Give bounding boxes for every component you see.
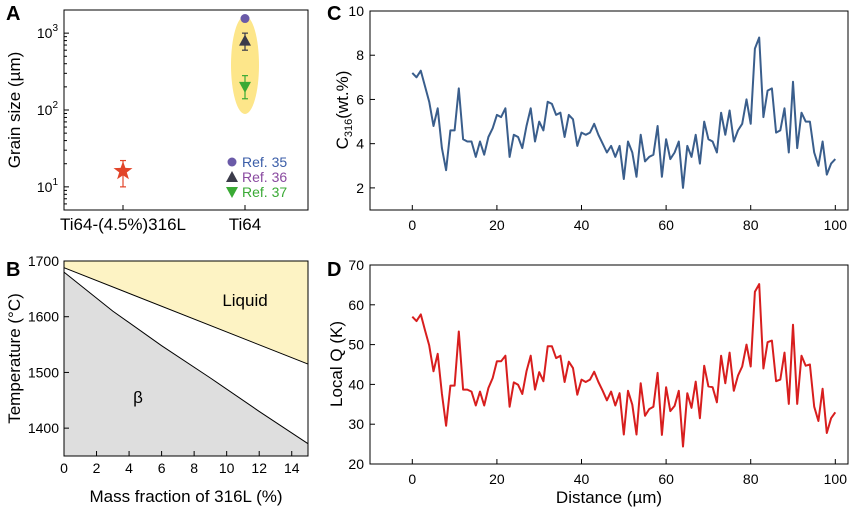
- data-point-triangle-up: [239, 34, 251, 46]
- highlight-ellipse: [231, 16, 259, 114]
- x-tick-label: 0: [408, 471, 416, 487]
- data-series-line: [411, 36, 837, 189]
- x-tick-label: 8: [190, 460, 198, 476]
- panel-a-grain-size-chart: A 101 102 103 Ti64-(4.5%)316L Ti64 Grain size…: [5, 3, 309, 234]
- y-tick-label: 1700: [28, 253, 59, 269]
- y-tick-label: 102: [37, 100, 59, 118]
- axes-frame: [63, 260, 309, 457]
- y-tick-label: 4: [356, 136, 364, 152]
- panel-label-a: A: [6, 3, 20, 25]
- x-tick-label: 60: [658, 217, 674, 233]
- y-axis-label: C316(wt.%): [333, 71, 355, 150]
- x-tick-label: 0: [408, 217, 416, 233]
- x-tick-label: 0: [60, 460, 68, 476]
- x-tick-label: 14: [284, 460, 300, 476]
- y-axis-label: Grain size (µm): [5, 52, 24, 169]
- solidus-line: [63, 271, 309, 445]
- x-tick-label: 60: [658, 471, 674, 487]
- liquidus-line: [63, 267, 309, 365]
- beta-region: [64, 272, 308, 456]
- x-tick-label: 6: [158, 460, 166, 476]
- y-tick-label: 103: [37, 23, 59, 41]
- x-category-label: Ti64: [229, 215, 261, 234]
- x-tick-label: 20: [489, 471, 505, 487]
- x-tick-label: 20: [489, 217, 505, 233]
- x-axis-label: Distance (µm): [556, 488, 662, 507]
- panel-b-phase-diagram: B 1400 1500 1600 1700 0 2 4 6 8 10 12 14 Temperature…: [5, 253, 309, 506]
- legend-marker-circle: [227, 157, 237, 167]
- y-tick-label: 70: [348, 257, 364, 273]
- y-axis-label: Temperature (°C): [5, 293, 24, 424]
- data-point-triangle-down: [239, 81, 251, 93]
- panel-d-local-q-profile: D 20 30 40 50 60 70 0 20 40 60 80 100 Local Q (K) Dis…: [327, 257, 849, 507]
- y-tick-label: 1500: [28, 364, 59, 380]
- data-series-line: [411, 283, 837, 448]
- data-point-star: [113, 161, 133, 180]
- x-tick-label: 40: [574, 471, 590, 487]
- legend-marker-triangle-down: [226, 187, 238, 198]
- panel-label-b: B: [6, 259, 20, 281]
- x-tick-label: 40: [574, 217, 590, 233]
- y-tick-label: 8: [356, 47, 364, 63]
- x-tick-label: 2: [93, 460, 101, 476]
- legend-marker-triangle-up: [226, 171, 238, 182]
- y-axis-label: Local Q (K): [327, 321, 346, 407]
- x-tick-label: 100: [824, 471, 848, 487]
- y-tick-label: 101: [37, 177, 59, 195]
- y-tick-label: 40: [348, 376, 364, 392]
- y-tick-label: 20: [348, 456, 364, 472]
- legend-label: Ref. 37: [242, 184, 287, 200]
- axes-frame: [369, 264, 849, 465]
- x-tick-label: 80: [743, 471, 759, 487]
- y-tick-label: 30: [348, 416, 364, 432]
- x-axis-label: Mass fraction of 316L (%): [89, 487, 282, 506]
- x-tick-label: 80: [743, 217, 759, 233]
- y-tick-label: 6: [356, 91, 364, 107]
- axes-frame: [369, 10, 849, 211]
- x-category-label: Ti64-(4.5%)316L: [60, 215, 186, 234]
- y-tick-label: 1600: [28, 309, 59, 325]
- liquid-region-label: Liquid: [222, 291, 267, 310]
- legend-label: Ref. 36: [242, 169, 287, 185]
- y-tick-label: 1400: [28, 420, 59, 436]
- y-tick-label: 60: [348, 297, 364, 313]
- y-tick-label: 50: [348, 337, 364, 353]
- legend-label: Ref. 35: [242, 154, 287, 170]
- panel-label-d: D: [327, 259, 341, 281]
- y-tick-label: 10: [348, 3, 364, 19]
- y-tick-label: 2: [356, 180, 364, 196]
- liquid-region: [64, 261, 308, 365]
- x-tick-label: 100: [824, 217, 848, 233]
- x-tick-label: 12: [251, 460, 267, 476]
- x-tick-label: 4: [125, 460, 133, 476]
- data-point-circle: [240, 14, 250, 24]
- x-tick-label: 10: [219, 460, 235, 476]
- beta-region-label: β: [133, 388, 143, 407]
- panel-label-c: C: [327, 3, 341, 25]
